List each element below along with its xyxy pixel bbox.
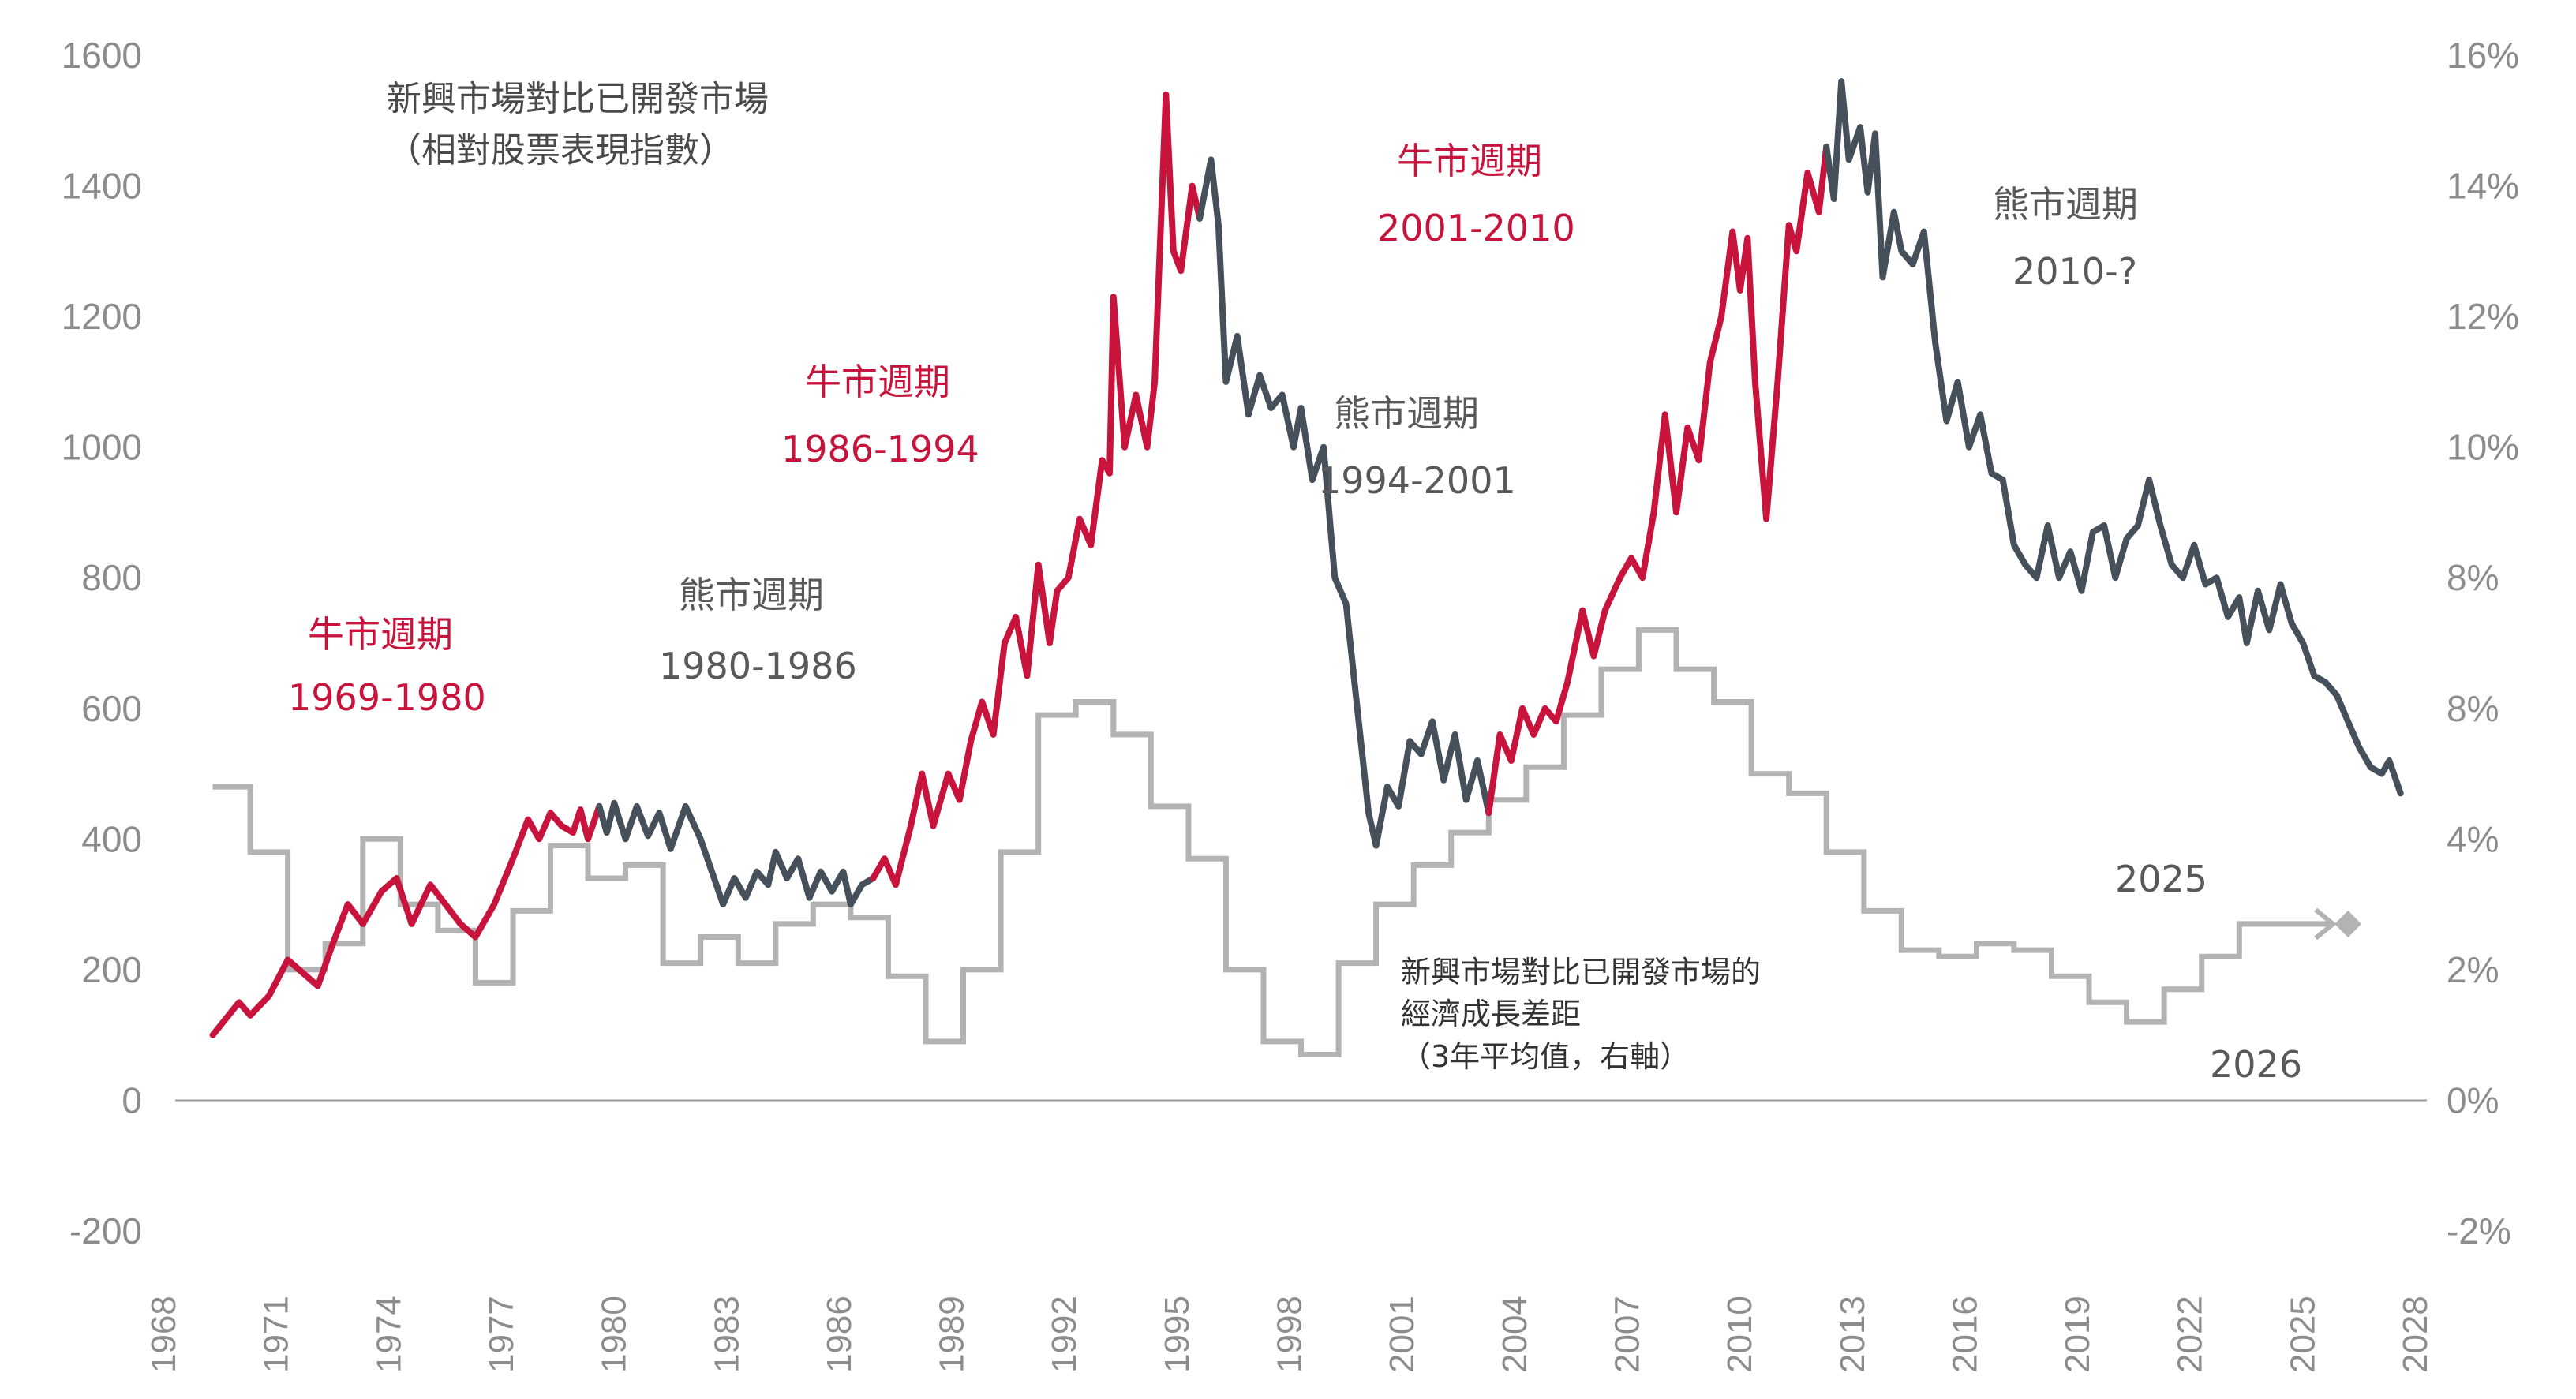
x-tick-label: 1974 bbox=[369, 1296, 408, 1373]
y-left-ticks: 1600 1400 1200 1000 800 600 400 200 0 -200 bbox=[62, 35, 142, 1251]
annotation-bull1-label: 牛市週期 bbox=[308, 613, 453, 656]
x-tick-label: 1980 bbox=[595, 1296, 634, 1373]
y-right-tick-label: 2% bbox=[2447, 949, 2499, 990]
annotation-bull1-years: 1969-1980 bbox=[288, 676, 486, 719]
index-line-segment-4 bbox=[1196, 156, 1492, 849]
annotation-gdp-note-line2: 經濟成長差距 bbox=[1401, 997, 1581, 1031]
y-left-tick-label: 800 bbox=[81, 557, 142, 598]
annotation-bear1-years: 1980-1986 bbox=[659, 645, 857, 687]
x-tick-label: 2022 bbox=[2171, 1296, 2210, 1373]
x-tick-label: 2025 bbox=[2283, 1296, 2322, 1373]
y-right-ticks: 16% 14% 12% 10% 8% 8% 4% 2% 0% -2% bbox=[2447, 35, 2519, 1251]
annotation-bull2-label: 牛市週期 bbox=[805, 361, 950, 403]
index-line-segment-2 bbox=[596, 799, 877, 908]
annotation-bear3-years: 2010-? bbox=[2012, 250, 2137, 293]
x-tick-label: 1971 bbox=[257, 1296, 296, 1373]
x-tick-label: 1989 bbox=[933, 1296, 972, 1373]
annotation-bear2-label: 熊市週期 bbox=[1334, 392, 1479, 435]
y-left-tick-label: 400 bbox=[81, 818, 142, 859]
forecast-2026-marker bbox=[2334, 910, 2362, 937]
forecast-arrowhead bbox=[2314, 907, 2337, 941]
x-tick-label: 1998 bbox=[1271, 1296, 1309, 1373]
gdp-gap-step-line bbox=[212, 627, 2334, 1057]
x-tick-label: 1992 bbox=[1045, 1296, 1084, 1373]
x-tick-label: 1995 bbox=[1158, 1296, 1196, 1373]
annotation-gdp-note-line3: （3年平均值，右軸） bbox=[1401, 1039, 1690, 1074]
annotation-bear2-years: 1994-2001 bbox=[1318, 459, 1516, 502]
y-left-tick-label: 1600 bbox=[62, 35, 142, 76]
y-left-tick-label: 0 bbox=[122, 1079, 142, 1120]
annotation-bear3-label: 熊市週期 bbox=[1993, 183, 2138, 226]
x-tick-label: 2007 bbox=[1608, 1296, 1646, 1373]
annotation-bull3-years: 2001-2010 bbox=[1377, 207, 1575, 249]
index-line-segment-5 bbox=[1485, 143, 1830, 817]
x-tick-label: 2028 bbox=[2396, 1296, 2435, 1373]
y-left-tick-label: 600 bbox=[81, 688, 142, 729]
x-tick-label: 2019 bbox=[2058, 1296, 2097, 1373]
y-right-tick-label: -2% bbox=[2447, 1210, 2511, 1251]
y-right-tick-label: 0% bbox=[2447, 1079, 2499, 1120]
annotation-gdp-note-line1: 新興市場對比已開發市場的 bbox=[1401, 955, 1761, 989]
x-tick-label: 2016 bbox=[1945, 1296, 1984, 1373]
annotation-bear1-label: 熊市週期 bbox=[679, 574, 824, 616]
annotation-title-line1: 新興市場對比已開發市場 bbox=[387, 79, 769, 119]
x-tick-label: 2010 bbox=[1720, 1296, 1759, 1373]
series-group bbox=[209, 78, 2404, 1057]
annotation-bull2-years: 1986-1994 bbox=[781, 428, 979, 470]
annotation-bull3-label: 牛市週期 bbox=[1397, 140, 1542, 182]
index-line-segment-6 bbox=[1823, 78, 2404, 797]
annotation-title-line2: （相對股票表現指數） bbox=[387, 130, 734, 170]
x-tick-label: 2013 bbox=[1833, 1296, 1872, 1373]
x-tick-label: 1986 bbox=[820, 1296, 859, 1373]
index-line-segment-1 bbox=[209, 802, 603, 1038]
y-left-tick-label: 1000 bbox=[62, 427, 142, 468]
x-tick-label: 1968 bbox=[144, 1296, 183, 1373]
y-right-tick-label: 10% bbox=[2447, 427, 2519, 468]
x-ticks: 1968 1971 1974 1977 1980 1983 1986 1989 1992 1995… bbox=[144, 1296, 2435, 1373]
x-tick-label: 1977 bbox=[482, 1296, 521, 1373]
y-left-tick-label: 1400 bbox=[62, 166, 142, 207]
index-line-segment-3 bbox=[870, 91, 1204, 888]
y-right-tick-label: 14% bbox=[2447, 166, 2519, 207]
y-left-tick-label: 200 bbox=[81, 949, 142, 990]
x-tick-label: 1983 bbox=[707, 1296, 746, 1373]
x-tick-label: 2001 bbox=[1383, 1296, 1421, 1373]
annotation-forecast-2025: 2025 bbox=[2115, 858, 2207, 900]
annotation-forecast-2026: 2026 bbox=[2210, 1043, 2302, 1086]
y-right-tick-label: 12% bbox=[2447, 296, 2519, 337]
x-tick-label: 2004 bbox=[1496, 1296, 1534, 1373]
y-left-tick-label: 1200 bbox=[62, 296, 142, 337]
y-right-tick-label: 8% bbox=[2447, 688, 2499, 729]
y-left-tick-label: -200 bbox=[69, 1210, 142, 1251]
y-right-tick-label: 8% bbox=[2447, 557, 2499, 598]
y-right-tick-label: 4% bbox=[2447, 818, 2499, 859]
y-right-tick-label: 16% bbox=[2447, 35, 2519, 76]
